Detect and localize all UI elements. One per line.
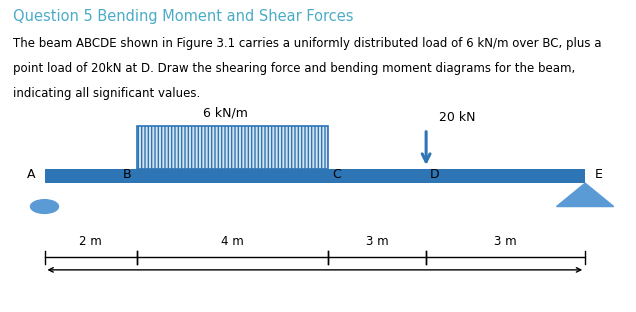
Bar: [45, 169, 585, 183]
Polygon shape: [556, 183, 614, 207]
Text: 2 m: 2 m: [80, 235, 102, 248]
Text: 3 m: 3 m: [494, 235, 517, 248]
Text: Question 5 Bending Moment and Shear Forces: Question 5 Bending Moment and Shear Forc…: [13, 9, 353, 24]
Circle shape: [31, 200, 59, 213]
Bar: [137, 126, 328, 169]
Text: The beam ABCDE shown in Figure 3.1 carries a uniformly distributed load of 6 kN/: The beam ABCDE shown in Figure 3.1 carri…: [13, 37, 601, 51]
Text: 6 kN/m: 6 kN/m: [204, 106, 248, 119]
Text: D: D: [429, 168, 439, 181]
Text: point load of 20kN at D. Draw the shearing force and bending moment diagrams for: point load of 20kN at D. Draw the sheari…: [13, 62, 575, 76]
Text: B: B: [123, 168, 132, 181]
Text: E: E: [595, 168, 602, 181]
Text: 4 m: 4 m: [221, 235, 244, 248]
Text: 20 kN: 20 kN: [439, 111, 475, 124]
Text: A: A: [27, 168, 35, 181]
Text: 3 m: 3 m: [366, 235, 388, 248]
Text: indicating all significant values.: indicating all significant values.: [13, 87, 200, 100]
Text: C: C: [333, 168, 342, 181]
